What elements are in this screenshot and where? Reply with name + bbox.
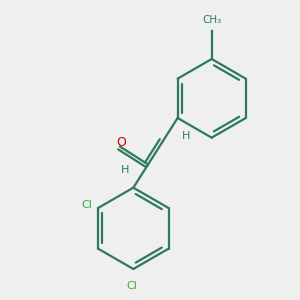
Text: Cl: Cl: [126, 281, 137, 291]
Text: H: H: [121, 164, 130, 175]
Text: CH₃: CH₃: [202, 15, 221, 25]
Text: H: H: [182, 131, 190, 141]
Text: Cl: Cl: [81, 200, 92, 210]
Text: O: O: [117, 136, 127, 149]
